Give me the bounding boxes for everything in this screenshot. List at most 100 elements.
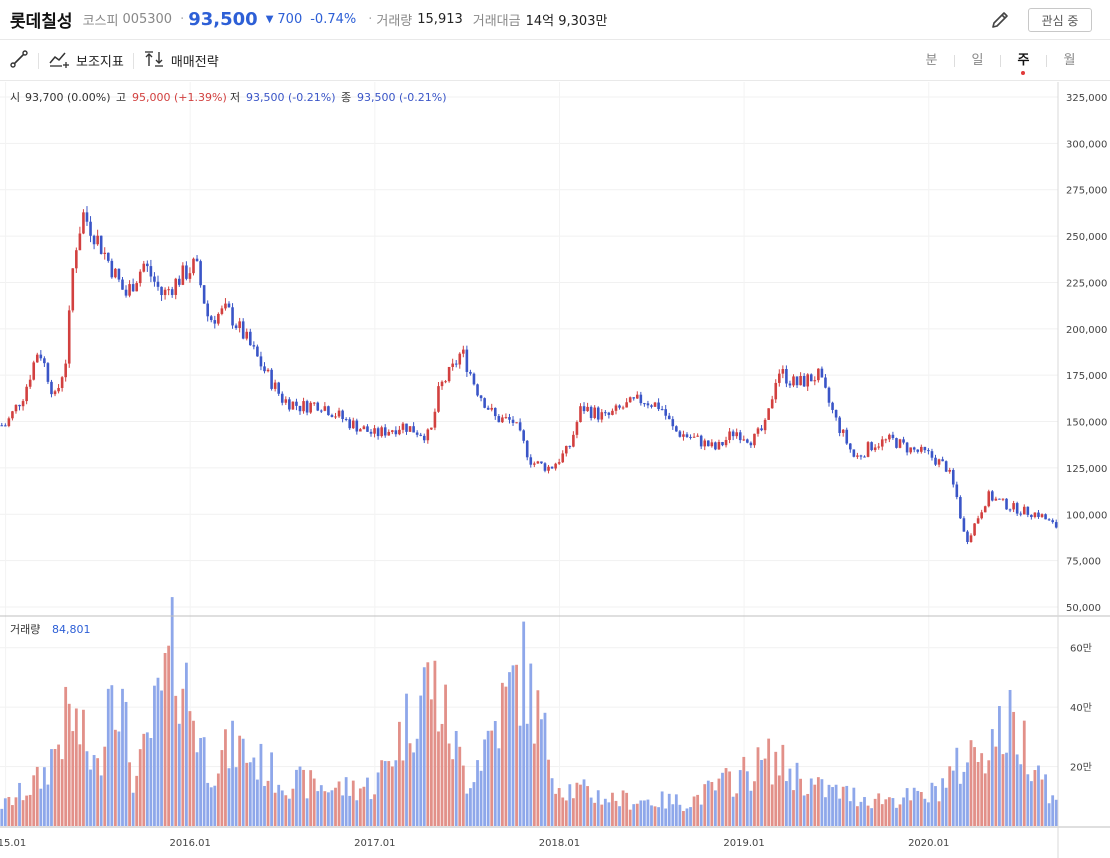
candle-body xyxy=(153,276,156,282)
volume-bar xyxy=(245,762,249,826)
volume-bar xyxy=(951,770,955,826)
candle-body xyxy=(18,404,21,407)
volume-bar xyxy=(252,757,256,826)
candle-body xyxy=(706,440,710,447)
candle-body xyxy=(359,429,362,432)
candle-body xyxy=(53,391,57,395)
candle-body xyxy=(724,439,728,446)
candle-body xyxy=(671,419,675,427)
candle-body xyxy=(64,363,67,378)
volume-bar xyxy=(280,790,284,826)
candle-body xyxy=(206,303,209,317)
period-minute[interactable]: 분 xyxy=(925,53,938,68)
volume-bar xyxy=(976,762,980,826)
candle-body xyxy=(1051,520,1054,523)
volume-bar xyxy=(792,790,795,826)
price-volume-chart[interactable]: 325,000 300,000 275,000 250,000 225,000 200,0… xyxy=(0,82,1110,858)
candle-body xyxy=(618,405,621,408)
volume-bar xyxy=(181,688,185,826)
candle-body xyxy=(163,289,167,296)
candle-body xyxy=(46,363,50,382)
candle-body xyxy=(991,491,994,501)
volume-bar xyxy=(458,746,462,826)
candle-body xyxy=(1040,514,1044,517)
candle-body xyxy=(770,399,774,409)
candle-body xyxy=(149,266,153,277)
volume-bar xyxy=(1026,774,1030,826)
candle-body xyxy=(849,443,852,450)
volume-bar xyxy=(618,806,621,826)
volume-bar xyxy=(341,795,345,826)
volume-bar xyxy=(983,773,987,826)
volume-bar xyxy=(312,778,316,826)
volume-bar xyxy=(642,800,646,826)
volume-bar xyxy=(305,798,309,826)
volume-bar xyxy=(998,706,1001,826)
candle-body xyxy=(983,506,987,513)
chart-area[interactable]: 325,000 300,000 275,000 250,000 225,000 200,0… xyxy=(0,82,1110,858)
candle-body xyxy=(667,415,671,420)
volume-bar xyxy=(561,797,565,826)
candle-body xyxy=(334,416,337,418)
candle-body xyxy=(405,423,408,432)
volume-bar xyxy=(543,712,547,826)
volume-bar xyxy=(848,801,852,826)
volume-bar xyxy=(891,798,895,826)
ohlc-low-label: 저 xyxy=(230,91,240,104)
candle-body xyxy=(891,434,895,439)
volume-bar xyxy=(941,778,945,826)
volume-bar xyxy=(717,778,721,826)
pencil-icon[interactable] xyxy=(988,8,1012,32)
volume-bar xyxy=(611,792,614,826)
volume-pane-label: 거래량 xyxy=(10,623,40,636)
candle-body xyxy=(880,439,884,447)
volume-bar xyxy=(909,800,913,826)
candle-body xyxy=(1001,498,1005,500)
volume-bar xyxy=(231,720,234,826)
volume-bar xyxy=(671,804,675,826)
indicator-button[interactable]: 보조지표 xyxy=(39,41,133,81)
candle-body xyxy=(170,289,174,295)
candle-body xyxy=(224,303,227,309)
ohlc-open-value: 93,700 (0.00%) xyxy=(25,91,111,104)
volume-bar xyxy=(412,752,416,826)
volume-bar xyxy=(454,730,458,826)
period-month[interactable]: 월 xyxy=(1063,53,1076,68)
volume-bar xyxy=(358,788,362,826)
period-day[interactable]: 일 xyxy=(971,53,984,68)
volume-bar xyxy=(248,762,252,826)
draw-tool-button[interactable] xyxy=(0,41,38,81)
candle-body xyxy=(909,447,912,453)
candle-body xyxy=(440,381,444,387)
candle-body xyxy=(813,380,817,382)
candle-body xyxy=(309,402,312,413)
candle-body xyxy=(341,410,344,420)
price-tick-label: 125,000 xyxy=(1066,464,1107,475)
candle-body xyxy=(760,428,763,431)
volume-bar xyxy=(937,801,941,826)
candle-body xyxy=(344,419,348,421)
candle-body xyxy=(781,369,785,374)
volume-tick-label: 60만 xyxy=(1070,643,1092,655)
volume-bar xyxy=(259,743,263,826)
watch-button[interactable]: 관심 중 xyxy=(1028,8,1092,32)
volume-bar xyxy=(973,747,976,826)
volume-bar xyxy=(589,797,593,826)
volume-bar xyxy=(131,792,135,826)
volume-bar xyxy=(96,758,100,826)
candle-body xyxy=(898,439,902,448)
strategy-button[interactable]: 매매전략 xyxy=(134,41,228,81)
volume-bar xyxy=(607,802,611,826)
volume-bar xyxy=(621,790,625,826)
candle-body xyxy=(1037,512,1040,517)
strategy-label: 매매전략 xyxy=(170,55,219,70)
period-week[interactable]: 주 xyxy=(1001,41,1046,81)
volume-bar xyxy=(46,784,50,826)
candle-body xyxy=(572,434,575,447)
candle-body xyxy=(57,387,60,392)
volume-bar xyxy=(799,778,803,826)
candle-body xyxy=(912,447,916,450)
candle-body xyxy=(355,420,359,432)
candle-body xyxy=(312,402,316,404)
candle-body xyxy=(85,212,89,222)
